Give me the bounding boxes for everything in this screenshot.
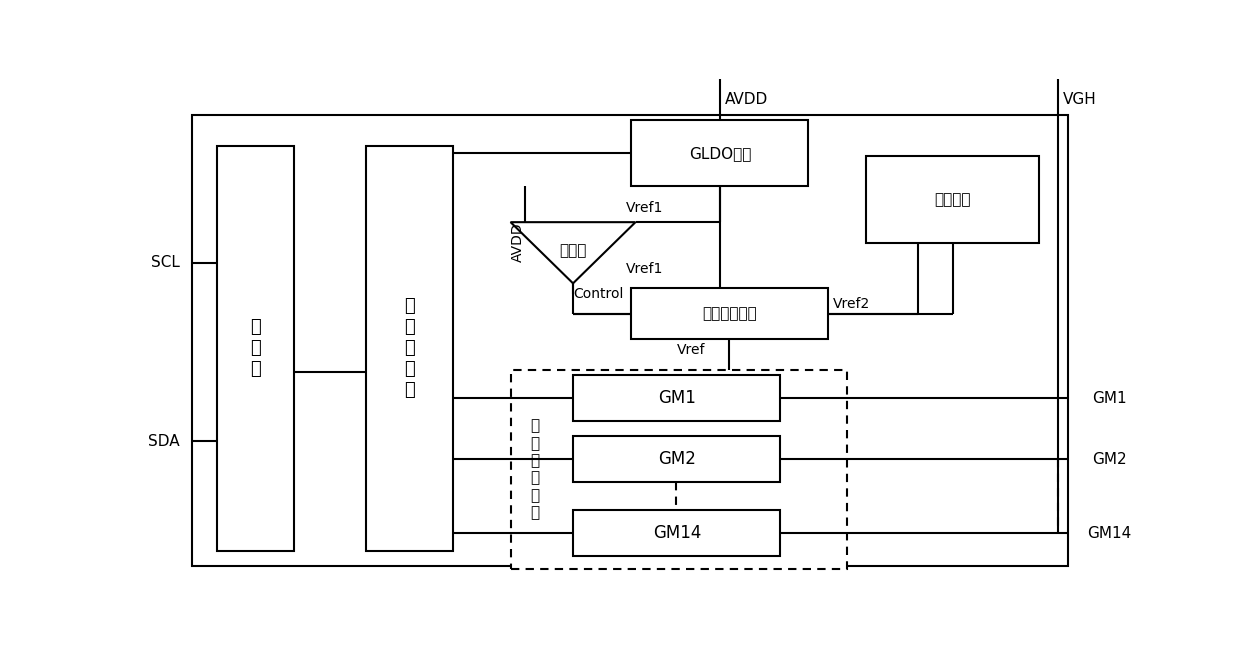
- Bar: [573, 436, 780, 482]
- Text: VGH: VGH: [1063, 92, 1097, 107]
- Text: GM1: GM1: [1092, 391, 1127, 406]
- Bar: [191, 115, 1068, 566]
- Text: AVDD: AVDD: [725, 92, 768, 107]
- Bar: [631, 289, 828, 340]
- Text: GLDO模块: GLDO模块: [689, 146, 751, 161]
- Bar: [511, 370, 847, 569]
- Text: 伽
马
校
正
模
块: 伽 马 校 正 模 块: [529, 418, 539, 520]
- Text: SDA: SDA: [149, 434, 180, 449]
- Bar: [573, 375, 780, 421]
- Text: 比较器: 比较器: [559, 243, 587, 258]
- Text: Vref: Vref: [677, 343, 706, 357]
- Text: GM2: GM2: [1092, 451, 1127, 467]
- Text: Vref2: Vref2: [832, 297, 869, 310]
- Text: GM2: GM2: [658, 450, 696, 468]
- Text: Vref1: Vref1: [626, 201, 663, 215]
- Bar: [631, 120, 808, 187]
- Text: SCL: SCL: [151, 256, 180, 271]
- Polygon shape: [511, 222, 635, 283]
- Bar: [217, 146, 294, 551]
- Text: 寄
存
器: 寄 存 器: [250, 318, 262, 378]
- Bar: [573, 510, 780, 556]
- Text: GM14: GM14: [652, 524, 701, 542]
- Text: Control: Control: [574, 287, 624, 301]
- Bar: [866, 156, 1039, 242]
- Bar: [367, 146, 453, 551]
- Text: Vref1: Vref1: [626, 262, 663, 276]
- Text: 二选一选择器: 二选一选择器: [702, 307, 758, 322]
- Text: GM1: GM1: [658, 389, 696, 407]
- Text: GM14: GM14: [1087, 526, 1131, 541]
- Text: 数
模
转
换
器: 数 模 转 换 器: [404, 297, 415, 399]
- Text: 降压电路: 降压电路: [935, 192, 971, 207]
- Text: AVDD: AVDD: [511, 222, 526, 262]
